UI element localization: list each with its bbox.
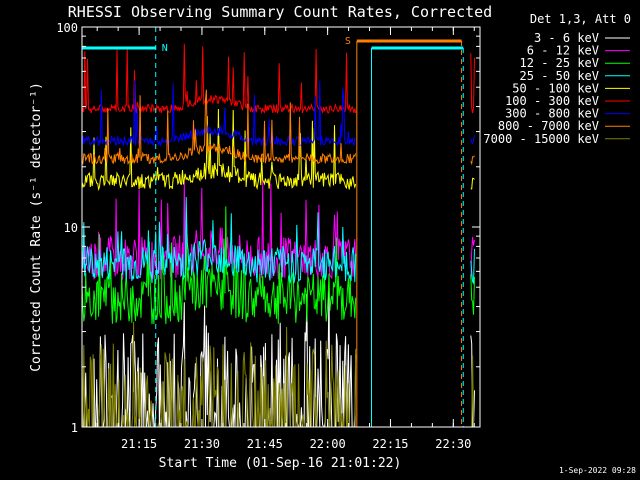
series-4 <box>81 108 475 192</box>
series-1 <box>81 180 475 280</box>
legend-label-2: 12 - 25 keV <box>520 56 599 70</box>
series-2 <box>81 206 475 325</box>
legend-label-5: 100 - 300 keV <box>505 94 599 108</box>
legend-label-0: 3 - 6 keV <box>534 31 599 45</box>
legend-label-1: 6 - 12 keV <box>527 44 599 58</box>
series-line-7-pre <box>81 89 357 166</box>
series-line-3-post <box>470 248 475 285</box>
series-7 <box>81 89 475 166</box>
x-tick-label-0: 21:15 <box>121 437 157 451</box>
chart-title: RHESSI Observing Summary Count Rates, Co… <box>68 3 492 21</box>
y-tick-label-2: 100 <box>56 21 78 35</box>
series-line-4-pre <box>81 108 357 192</box>
series-line-6-pre <box>81 80 356 147</box>
x-axis-label: Start Time (01-Sep-16 21:01:22) <box>159 456 402 471</box>
series-3 <box>81 196 475 285</box>
series-line-8-pre <box>81 321 357 429</box>
series-line-1-post <box>470 236 475 280</box>
x-tick-label-5: 22:30 <box>435 437 471 451</box>
series-layer <box>81 43 475 429</box>
series-line-5-post <box>470 53 475 114</box>
legend-label-7: 800 - 7000 keV <box>498 119 599 133</box>
x-tick-label-1: 21:30 <box>184 437 220 451</box>
series-line-1-pre <box>81 180 357 280</box>
series-5 <box>81 43 475 115</box>
annotation-night: N <box>82 27 464 427</box>
y-axis-ticks: 1 10 100 <box>56 21 480 435</box>
render-timestamp: 1-Sep-2022 09:28 <box>559 466 636 475</box>
legend-label-8: 7000 - 15000 keV <box>483 132 599 146</box>
annotation-label-saa: S <box>345 36 351 47</box>
series-line-6-post <box>470 135 475 145</box>
legend-label-6: 300 - 800 keV <box>505 107 599 121</box>
x-tick-label-3: 22:00 <box>310 437 346 451</box>
annotation-saa: S <box>345 36 463 427</box>
x-tick-label-2: 21:45 <box>247 437 283 451</box>
legend-header: Det 1,3, Att 0 <box>530 12 631 26</box>
series-line-3-pre <box>81 196 357 285</box>
series-6 <box>81 80 475 147</box>
x-axis-ticks: 21:15 21:30 21:45 22:00 22:15 22:30 <box>96 27 475 451</box>
series-line-2-post <box>470 274 475 315</box>
annotation-label-night: N <box>162 43 168 54</box>
legend-label-3: 25 - 50 keV <box>520 69 599 83</box>
series-line-2-pre <box>81 206 357 325</box>
y-tick-label-1: 10 <box>64 221 78 235</box>
annotation-layer: NS <box>82 27 464 427</box>
y-axis-label: Corrected Count Rate (s⁻¹ detector⁻¹) <box>29 82 44 372</box>
series-line-7-post <box>470 155 475 166</box>
y-tick-label-0: 1 <box>71 421 78 435</box>
legend-label-4: 50 - 100 keV <box>512 81 599 95</box>
x-tick-label-4: 22:15 <box>372 437 408 451</box>
series-line-5-pre <box>81 43 357 115</box>
series-line-4-post <box>470 177 475 190</box>
